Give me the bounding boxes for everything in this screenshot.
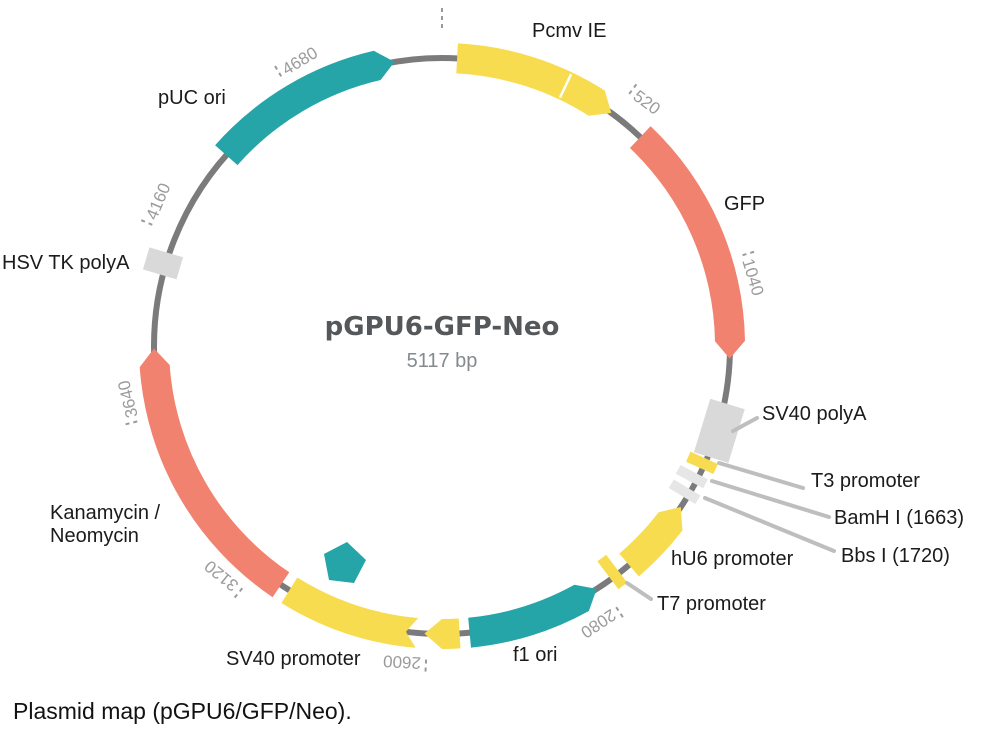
feature-label-kan-neo: Kanamycin / Neomycin [50,502,161,547]
leader-line-bamhi [710,479,831,519]
feature-label-bbsi: Bbs I (1720) [841,545,950,567]
feature-box-t3-promoter [686,451,718,474]
tick-mark-3120 [232,587,244,600]
feature-divider-pcmv-ie-0 [558,73,573,99]
leader-line-t7-promoter [625,581,653,601]
feature-box-sv40-polya [693,398,745,463]
figure-caption: Plasmid map (pGPU6/GFP/Neo). [13,698,352,724]
feature-label-pcmv-ie: Pcmv IE [532,20,607,42]
tick-mark-4160 [139,218,153,226]
feature-arc-gfp [629,126,745,359]
plasmid-name: pGPU6-GFP-Neo [324,312,560,342]
tick-mark-2080 [615,606,625,620]
feature-label-gfp: GFP [724,193,766,215]
feature-box-hsv-tk-polya [142,247,184,280]
feature-arc-puc-ori [215,50,395,166]
tick-mark-1040 [742,250,757,257]
feature-label-hu6-promoter: hU6 promoter [671,548,794,570]
small-feature-pentagon [324,542,366,583]
tick-label-4160: 4160 [142,180,174,222]
feature-label-f1-ori: f1 ori [513,644,558,666]
tick-mark-520 [628,82,639,95]
tick-label-520: 520 [630,86,664,118]
feature-arc-kan-neo [139,348,290,598]
leader-line-bbsi [703,496,836,553]
feature-box-bamhi-site [675,465,708,489]
feature-arc-hu6-promoter [619,507,683,577]
feature-box-t7-promoter [597,554,628,590]
leader-line-sv40-polya [731,416,759,433]
feature-label-sv40-promoter: SV40 promoter [226,648,361,670]
feature-arc-f1-ori [468,584,597,648]
tick-label-3640: 3640 [114,378,142,419]
tick-label-1040: 1040 [738,256,767,298]
feature-arc-sv40-promoter [281,577,419,648]
feature-box-bbsi-site [668,479,701,505]
plasmid-title-block: pGPU6-GFP-Neo 5117 bp [325,312,560,373]
tick-label-2600: 2600 [383,651,422,672]
tick-mark-2600 [424,659,428,674]
feature-arc-sv40-promoter-arrow [424,618,461,649]
feature-label-sv40-polya: SV40 polyA [762,403,867,425]
leader-line-t3-promoter [717,461,805,490]
feature-label-hsv-tk-polya: HSV TK polyA [2,252,130,274]
feature-arc-pcmv-ie [456,43,612,116]
feature-label-puc-ori: pUC ori [158,87,226,109]
tick-mark-4680 [273,63,283,77]
feature-label-bamhi: BamH I (1663) [834,507,965,529]
tick-mark-3640 [123,420,138,426]
plasmid-size: 5117 bp [406,350,478,372]
feature-label-t7-promoter: T7 promoter [657,593,766,615]
feature-label-t3-promoter: T3 promoter [811,470,920,492]
